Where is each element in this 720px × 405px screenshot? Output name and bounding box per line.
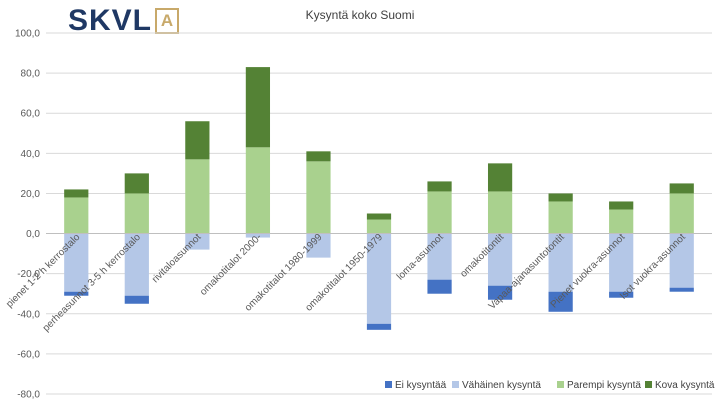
bar-segment bbox=[548, 291, 573, 312]
legend-label: Vähäinen kysyntä bbox=[462, 380, 541, 391]
bar-segment bbox=[487, 191, 513, 234]
x-tick-label: rivitaloasunnot bbox=[150, 232, 204, 286]
bar-segment bbox=[185, 159, 210, 234]
bar-segment bbox=[64, 233, 89, 292]
bar-segment bbox=[427, 191, 452, 234]
bar-segment bbox=[427, 279, 452, 294]
bar-segment bbox=[124, 193, 149, 234]
legend-swatch bbox=[645, 381, 652, 388]
bar-segment bbox=[245, 233, 271, 238]
bar-segment bbox=[427, 233, 452, 280]
bar-segment bbox=[427, 181, 452, 192]
y-tick-label: 100,0 bbox=[15, 29, 40, 40]
y-tick-label: 40,0 bbox=[21, 149, 41, 160]
logo-text: SKVL bbox=[68, 4, 153, 37]
bar-segment bbox=[609, 209, 634, 234]
bar-segment bbox=[669, 287, 694, 292]
bar-segment bbox=[487, 285, 513, 300]
bar-segment bbox=[669, 193, 694, 234]
bar-segment bbox=[669, 233, 694, 288]
chart-title: Kysyntä koko Suomi bbox=[305, 8, 415, 22]
legend-swatch bbox=[452, 381, 459, 388]
bar-segment bbox=[366, 233, 392, 324]
bar-segment bbox=[487, 163, 513, 192]
bar-segment bbox=[366, 213, 392, 220]
bar-segment bbox=[306, 161, 331, 234]
y-tick-label: 60,0 bbox=[21, 109, 41, 120]
bar-segment bbox=[609, 233, 634, 292]
bar-segment bbox=[548, 193, 573, 202]
bar-segment bbox=[245, 147, 271, 234]
legend-swatch bbox=[385, 381, 392, 388]
y-tick-label: 80,0 bbox=[21, 69, 41, 80]
bar-segment bbox=[185, 233, 210, 250]
bar-segment bbox=[609, 291, 634, 298]
bar-segment bbox=[64, 291, 89, 296]
y-tick-label: -20,0 bbox=[17, 269, 40, 280]
bar-segment bbox=[487, 233, 513, 286]
bar-segment bbox=[669, 183, 694, 194]
bar-segment bbox=[64, 189, 89, 198]
legend-label: Parempi kysyntä bbox=[567, 380, 641, 391]
legend-label: Kova kysyntä bbox=[655, 380, 715, 391]
bar-segment bbox=[366, 219, 392, 234]
bar-segment bbox=[548, 233, 573, 292]
y-tick-label: -60,0 bbox=[17, 349, 40, 360]
bar-segment bbox=[124, 173, 149, 194]
bar-segment bbox=[64, 197, 89, 234]
bar-segment bbox=[306, 151, 331, 162]
y-tick-label: -80,0 bbox=[17, 390, 40, 401]
y-tick-label: 20,0 bbox=[21, 189, 41, 200]
skvl-logo: SKVL A bbox=[68, 4, 180, 38]
y-tick-label: 0,0 bbox=[26, 229, 40, 240]
bar-segment bbox=[185, 121, 210, 160]
bar-segment bbox=[548, 201, 573, 234]
bar-segment bbox=[124, 295, 149, 304]
bar-segment bbox=[366, 323, 392, 330]
bar-segment bbox=[245, 67, 271, 148]
legend-swatch bbox=[557, 381, 564, 388]
legend-label: Ei kysyntää bbox=[395, 380, 447, 391]
y-tick-label: -40,0 bbox=[17, 309, 40, 320]
bar-segment bbox=[124, 233, 149, 296]
bar-segment bbox=[306, 233, 331, 258]
bar-segment bbox=[609, 201, 634, 210]
